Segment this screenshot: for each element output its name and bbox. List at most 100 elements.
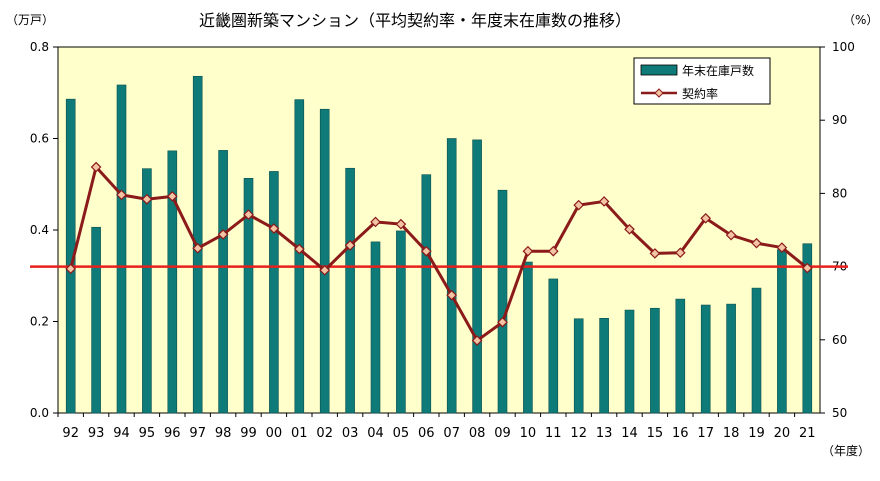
line-point (293, 243, 305, 255)
legend-line-marker (654, 88, 664, 98)
right-tick-label: 60 (832, 333, 847, 347)
x-tick-label: 01 (291, 426, 308, 441)
right-tick-label: 100 (832, 40, 855, 54)
bar (345, 167, 355, 414)
x-axis: 92 93 94 95 96 97 98 99 00 01 02 03 04 05 06 07 08 09 10 11… (57, 413, 816, 441)
x-tick-label: 92 (62, 426, 79, 441)
line-point (573, 199, 585, 211)
line-point (90, 161, 102, 173)
x-tick-label: 96 (164, 426, 181, 441)
x-tick-label: 11 (545, 426, 562, 441)
x-tick-label: 16 (672, 426, 689, 441)
x-tick-label: 06 (418, 426, 435, 441)
left-tick-label: 0.2 (30, 315, 49, 329)
line-point (547, 245, 559, 257)
bar (726, 303, 736, 414)
line-point (268, 223, 280, 234)
x-tick-label: 04 (367, 426, 384, 441)
chart-title: 近畿圏新築マンション（平均契約率・年度末在庫数の推移） (199, 11, 631, 30)
bar-series (65, 75, 813, 414)
legend-bar-label: 年末在庫戸数 (682, 63, 754, 78)
x-tick-label: 21 (799, 426, 816, 441)
x-tick-label: 99 (240, 426, 257, 441)
x-tick-label: 03 (342, 426, 359, 441)
x-tick-label: 07 (443, 426, 460, 441)
bar (802, 243, 813, 414)
line-point (420, 245, 432, 257)
x-tick-label: 13 (596, 426, 613, 441)
bar (218, 150, 228, 414)
x-tick-label: 97 (189, 426, 206, 441)
x-tick-label: 02 (316, 426, 333, 441)
bar (167, 150, 178, 414)
bar (116, 84, 127, 414)
line-point (700, 212, 712, 224)
bar (751, 287, 762, 414)
line-point (471, 335, 483, 346)
bar (91, 226, 101, 414)
line-point (141, 193, 153, 205)
bar (421, 174, 432, 414)
right-tick-label: 50 (832, 406, 847, 420)
bar (370, 241, 381, 414)
line-series (65, 161, 813, 346)
line-point (217, 229, 229, 240)
left-tick-label: 0.8 (30, 40, 49, 54)
line-point (598, 196, 610, 207)
bar (269, 171, 279, 414)
x-tick-label: 20 (774, 426, 791, 441)
x-tick-label: 94 (113, 426, 130, 441)
left-tick-label: 0.6 (30, 132, 49, 146)
line-point (243, 209, 254, 220)
x-tick-label: 15 (647, 426, 664, 441)
bar (446, 138, 457, 414)
bar (523, 261, 533, 414)
line-point (65, 263, 77, 275)
line-point (446, 289, 458, 301)
x-tick-label: 19 (748, 426, 765, 441)
bar (396, 230, 406, 414)
left-axis-unit: （万戸） (6, 13, 54, 27)
bar (624, 309, 635, 414)
bar (294, 99, 305, 414)
right-tick-label: 80 (832, 186, 847, 200)
bar (675, 298, 686, 414)
x-tick-label: 08 (469, 426, 486, 441)
x-tick-label: 12 (570, 426, 587, 441)
line-point (497, 316, 508, 328)
left-axis: 0.0 0.2 0.4 0.6 0.8 (30, 40, 58, 420)
x-tick-label: 18 (723, 426, 740, 441)
right-tick-label: 90 (832, 113, 847, 127)
bar (319, 108, 330, 414)
left-tick-label: 0.0 (30, 406, 49, 420)
bar (650, 307, 660, 414)
line-point (344, 240, 356, 251)
line-path (69, 165, 809, 343)
line-point (370, 216, 381, 228)
line-point (725, 229, 737, 241)
bar (243, 178, 254, 414)
x-axis-unit: （年度） (822, 443, 870, 458)
bar (777, 249, 787, 414)
bar (573, 318, 584, 414)
x-tick-label: 93 (88, 426, 105, 441)
x-tick-label: 10 (520, 426, 537, 441)
line-point (192, 242, 204, 254)
line-point (522, 245, 534, 257)
line-point (116, 189, 127, 201)
plot-area (57, 46, 821, 414)
bar (497, 189, 508, 414)
bar (700, 304, 711, 414)
line-point (776, 242, 788, 253)
line-point (674, 247, 686, 259)
line-point (395, 218, 407, 230)
line-point (801, 262, 813, 274)
legend: 年末在庫戸数 契約率 (633, 57, 771, 105)
x-tick-label: 95 (139, 426, 156, 441)
x-tick-label: 14 (621, 426, 638, 441)
x-tick-label: 05 (393, 426, 410, 441)
legend-bar-swatch (640, 64, 678, 76)
x-tick-label: 17 (697, 426, 714, 441)
